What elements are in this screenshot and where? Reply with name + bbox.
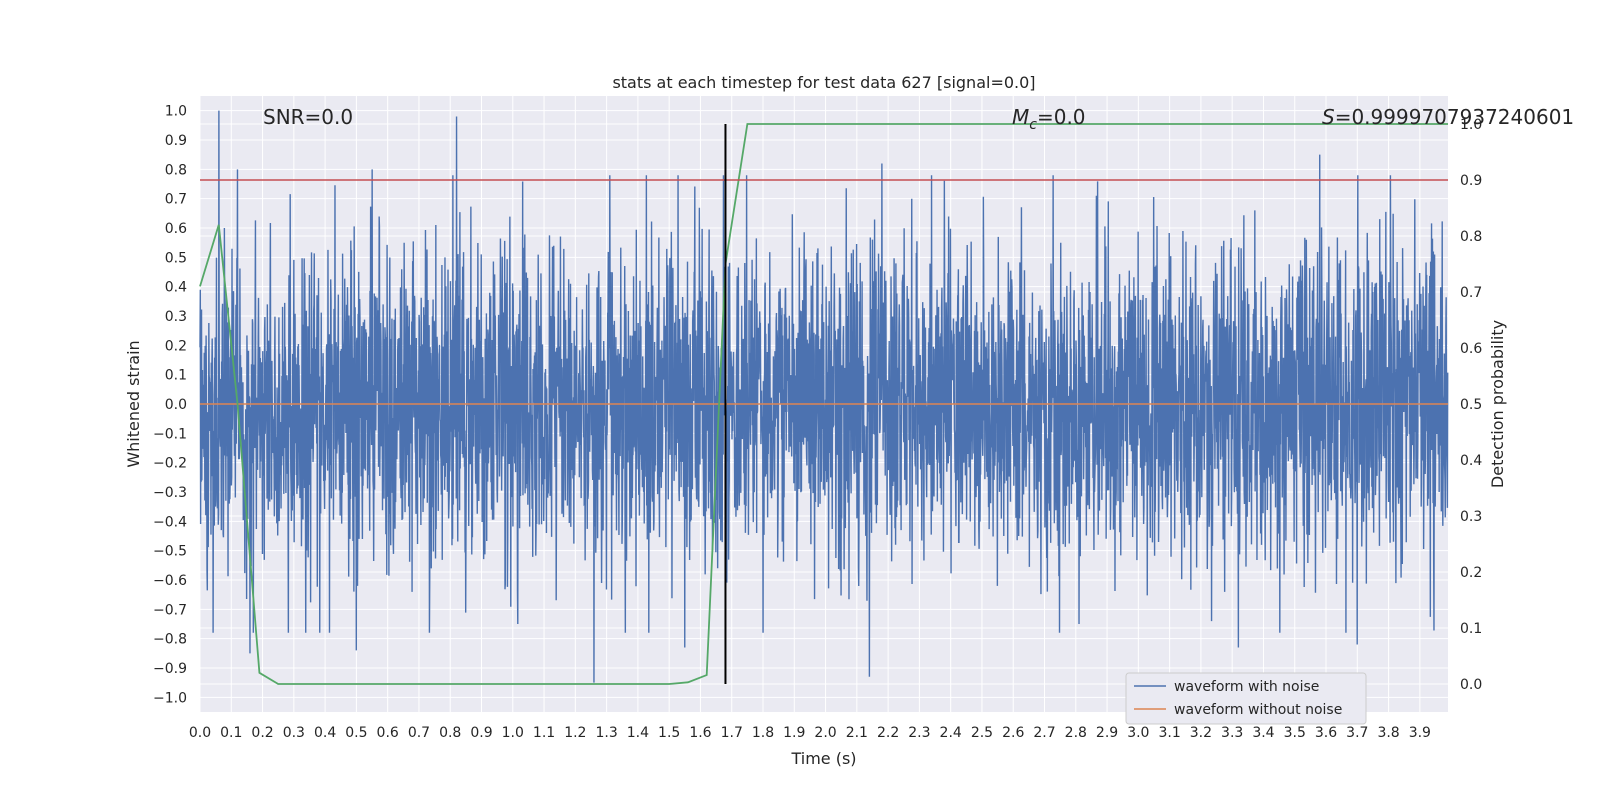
y-tick-label: 0.0	[165, 397, 187, 413]
x-tick-label: 1.9	[783, 725, 805, 741]
x-tick-label: 3.8	[1377, 725, 1399, 741]
y-tick-label: 0.7	[165, 192, 187, 208]
y2-tick-label: 0.3	[1460, 509, 1482, 525]
score-symbol: S	[1322, 105, 1335, 129]
y2-tick-label: 0.9	[1460, 173, 1482, 189]
x-tick-label: 1.5	[658, 725, 680, 741]
y2-tick-label: 0.4	[1460, 453, 1482, 469]
y2-tick-label: 0.1	[1460, 621, 1482, 637]
x-tick-label: 0.2	[251, 725, 273, 741]
x-tick-label: 3.2	[1190, 725, 1212, 741]
chirp-mass-annotation: Mc=0.0	[1012, 105, 1086, 133]
noise-waveform-line	[199, 110, 1449, 683]
y-tick-label: 1.0	[165, 104, 187, 120]
y-tick-label: 0.3	[165, 309, 187, 325]
score-annotation: S=0.9999707937240601	[1322, 105, 1574, 129]
x-tick-label: 1.3	[595, 725, 617, 741]
probability-series	[199, 123, 1448, 685]
y-tick-label: 0.5	[165, 250, 187, 266]
chirp-mass-subscript: c	[1029, 117, 1037, 133]
y-tick-label: −0.6	[153, 573, 187, 589]
y-tick-label: −0.3	[153, 485, 187, 501]
noise-series	[199, 110, 1449, 683]
x-tick-label: 3.0	[1127, 725, 1149, 741]
y2-tick-labels: 1.0 0.9 0.8 0.7 0.6 0.5 0.4 0.3 0.2 0.1 0.0	[1460, 117, 1482, 693]
x-tick-label: 2.8	[1065, 725, 1087, 741]
x-tick-label: 3.1	[1158, 725, 1180, 741]
y-tick-label: −0.2	[153, 456, 187, 472]
y-tick-label: 0.6	[165, 221, 187, 237]
y-tick-label: −1.0	[153, 690, 187, 706]
y-tick-label: 0.8	[165, 162, 187, 178]
chirp-mass-value: =0.0	[1037, 105, 1086, 129]
y2-tick-label: 0.0	[1460, 677, 1482, 693]
y-tick-label: 0.4	[165, 280, 187, 296]
x-tick-label: 2.4	[940, 725, 962, 741]
x-tick-label: 0.9	[470, 725, 492, 741]
legend: waveform with noise waveform without noi…	[1125, 672, 1367, 725]
x-tick-label: 3.3	[1221, 725, 1243, 741]
legend-label-noise: waveform with noise	[1174, 679, 1319, 695]
y-tick-label: −0.8	[153, 632, 187, 648]
y-tick-label: −0.1	[153, 426, 187, 442]
y-tick-label: 0.9	[165, 133, 187, 149]
x-tick-label: 0.5	[345, 725, 367, 741]
y-tick-label: 0.1	[165, 368, 187, 384]
y2-tick-label: 1.0	[1460, 117, 1482, 133]
x-tick-label: 2.1	[846, 725, 868, 741]
x-tick-label: 2.6	[1002, 725, 1024, 741]
x-tick-label: 0.6	[377, 725, 399, 741]
x-tick-label: 3.7	[1346, 725, 1368, 741]
legend-box	[1125, 672, 1367, 725]
x-tick-label: 0.8	[439, 725, 461, 741]
x-tick-label: 0.7	[408, 725, 430, 741]
x-tick-label: 1.1	[533, 725, 555, 741]
detection-probability-line	[199, 123, 1448, 685]
x-tick-label: 1.0	[502, 725, 524, 741]
x-tick-label: 1.7	[721, 725, 743, 741]
x-tick-label: 3.5	[1284, 725, 1306, 741]
y-tick-labels: 1.0 0.9 0.8 0.7 0.6 0.5 0.4 0.3 0.2 0.1 0.0 −0.1 −0.…	[153, 104, 187, 707]
chirp-mass-symbol: M	[1012, 105, 1029, 129]
x-tick-label: 1.8	[752, 725, 774, 741]
x-tick-label: 2.7	[1033, 725, 1055, 741]
x-tick-labels: 0.0 0.1 0.2 0.3 0.4 0.5 0.6 0.7 0.8 0.9 1.0 1.1 1.2 1…	[189, 725, 1431, 741]
x-tick-label: 3.4	[1252, 725, 1274, 741]
x-tick-label: 1.2	[564, 725, 586, 741]
y2-tick-label: 0.6	[1460, 341, 1482, 357]
y2-tick-label: 0.8	[1460, 229, 1482, 245]
x-tick-label: 3.6	[1315, 725, 1337, 741]
y-tick-label: −0.7	[153, 602, 187, 618]
y-tick-label: −0.5	[153, 544, 187, 560]
y2-tick-label: 0.2	[1460, 565, 1482, 581]
y2-tick-label: 0.5	[1460, 397, 1482, 413]
x-tick-label: 2.2	[877, 725, 899, 741]
x-tick-label: 0.4	[314, 725, 336, 741]
y2-tick-label: 0.7	[1460, 285, 1482, 301]
x-tick-label: 1.4	[627, 725, 649, 741]
x-tick-label: 0.0	[189, 725, 211, 741]
x-axis-label: Time (s)	[790, 749, 856, 768]
legend-label-clean: waveform without noise	[1174, 702, 1342, 718]
x-tick-label: 2.5	[971, 725, 993, 741]
x-tick-label: 0.1	[220, 725, 242, 741]
x-tick-label: 2.9	[1096, 725, 1118, 741]
score-value: =0.9999707937240601	[1335, 105, 1574, 129]
y-tick-label: −0.4	[153, 514, 187, 530]
chart-title: stats at each timestep for test data 627…	[612, 73, 1035, 92]
snr-annotation: SNR=0.0	[263, 105, 353, 129]
x-tick-label: 2.3	[908, 725, 930, 741]
y2-axis-label: Detection probability	[1488, 320, 1507, 488]
x-tick-label: 3.9	[1409, 725, 1431, 741]
x-tick-label: 0.3	[283, 725, 305, 741]
x-tick-label: 2.0	[814, 725, 836, 741]
y-tick-label: −0.9	[153, 661, 187, 677]
y-axis-label: Whitened strain	[124, 340, 143, 467]
y-tick-label: 0.2	[165, 338, 187, 354]
x-tick-label: 1.6	[689, 725, 711, 741]
